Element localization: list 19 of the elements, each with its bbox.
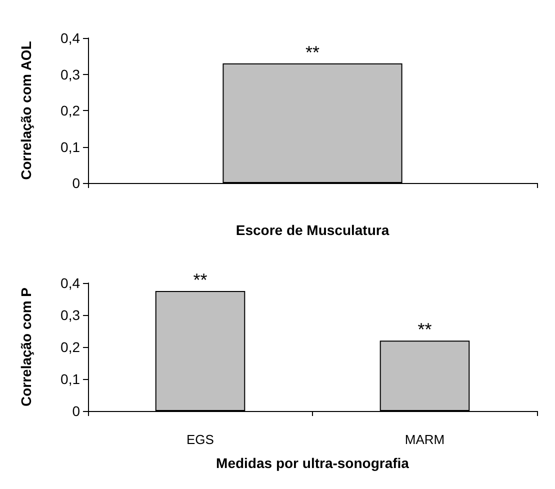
- x-axis-title: Medidas por ultra-sonografia: [216, 455, 410, 471]
- data-label: **: [193, 270, 208, 290]
- y-tick-label: 0,1: [60, 138, 80, 155]
- x-tick-label: EGS: [186, 432, 214, 447]
- y-axis-title: Correlação com P: [18, 287, 34, 407]
- y-tick-label: 0,2: [60, 339, 80, 355]
- x-axis-title: Escore de Musculatura: [236, 222, 390, 238]
- y-tick-label: 0,1: [60, 371, 80, 387]
- y-tick-label: 0,4: [60, 30, 80, 46]
- data-label: **: [418, 320, 432, 340]
- y-tick-label: 0,4: [60, 275, 80, 291]
- y-tick-label: 0,3: [60, 307, 80, 323]
- x-tick-label: MARM: [404, 432, 445, 447]
- y-tick-label: 0: [72, 175, 80, 191]
- y-tick-label: 0,3: [60, 66, 80, 82]
- y-axis-title: Correlação com AOL: [18, 40, 34, 180]
- y-tick-label: 0: [72, 403, 80, 419]
- y-tick-label: 0,2: [60, 102, 80, 118]
- data-label: **: [305, 42, 320, 62]
